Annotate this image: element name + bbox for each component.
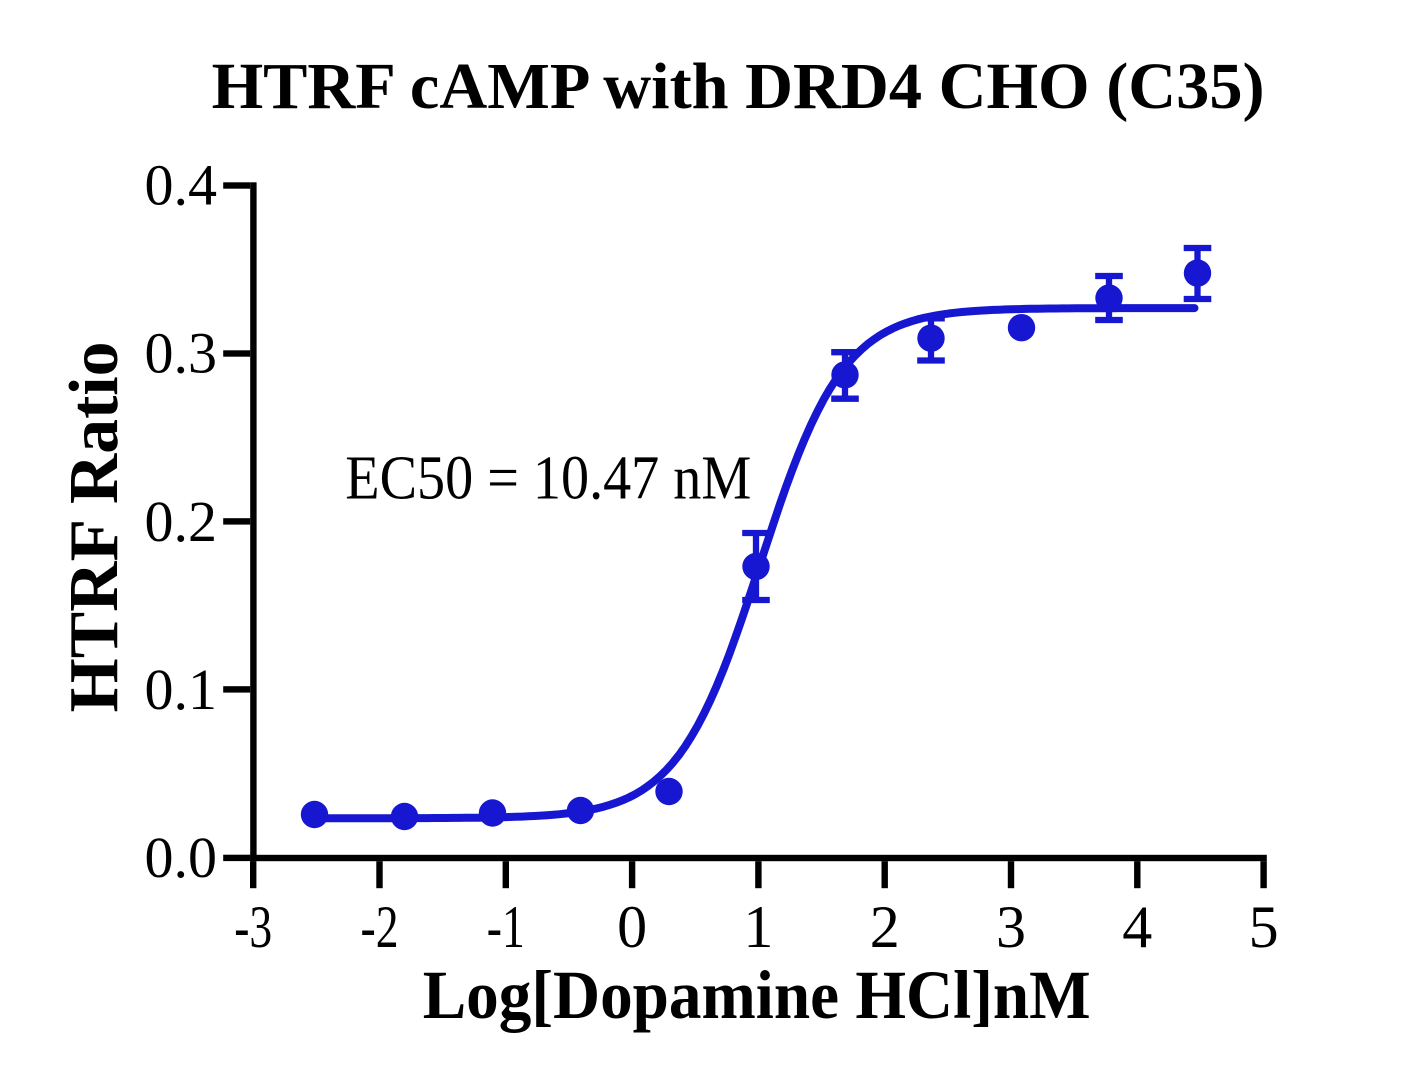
svg-text:3: 3 bbox=[996, 894, 1026, 960]
svg-text:-1: -1 bbox=[487, 894, 525, 960]
svg-text:0.0: 0.0 bbox=[145, 825, 218, 890]
svg-text:0.2: 0.2 bbox=[145, 489, 218, 554]
svg-text:-2: -2 bbox=[361, 894, 399, 960]
svg-text:HTRF cAMP with DRD4 CHO (C35): HTRF cAMP with DRD4 CHO (C35) bbox=[212, 50, 1265, 123]
svg-text:5: 5 bbox=[1249, 894, 1279, 960]
svg-text:0.4: 0.4 bbox=[145, 153, 218, 218]
svg-text:Log[Dopamine HCl]nM: Log[Dopamine HCl]nM bbox=[423, 957, 1091, 1033]
svg-text:0.1: 0.1 bbox=[145, 657, 218, 722]
svg-text:1: 1 bbox=[743, 894, 773, 960]
svg-text:0.3: 0.3 bbox=[145, 321, 218, 386]
svg-text:HTRF Ratio: HTRF Ratio bbox=[56, 342, 133, 713]
svg-text:0: 0 bbox=[617, 894, 647, 960]
svg-text:EC50 = 10.47 nM: EC50 = 10.47 nM bbox=[345, 442, 751, 512]
svg-text:2: 2 bbox=[870, 894, 900, 960]
svg-text:4: 4 bbox=[1122, 894, 1152, 960]
svg-text:-3: -3 bbox=[234, 894, 272, 960]
